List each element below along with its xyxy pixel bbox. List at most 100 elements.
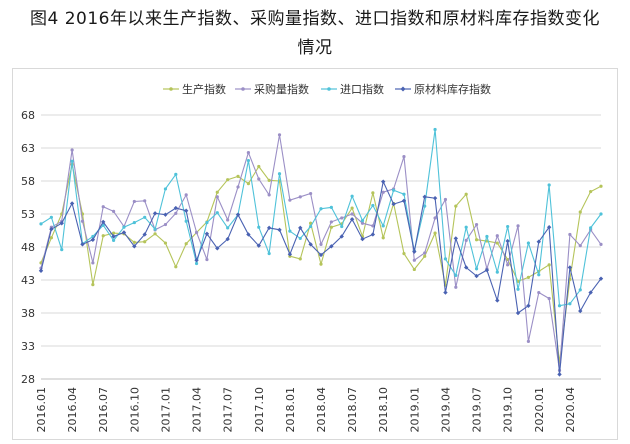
x-tick-label: 2018.10	[377, 387, 390, 433]
data-point	[80, 219, 85, 223]
data-point	[474, 222, 479, 227]
data-point	[132, 240, 136, 244]
data-point	[49, 215, 53, 219]
data-point	[194, 261, 199, 266]
data-point	[371, 203, 375, 208]
legend-item: 采购量指数	[235, 82, 309, 96]
data-point	[568, 232, 572, 237]
data-point	[464, 238, 468, 242]
data-point	[101, 205, 105, 209]
y-tick-label: 28	[21, 373, 35, 386]
data-point	[309, 191, 313, 196]
data-point	[38, 268, 44, 273]
data-point	[505, 238, 510, 244]
data-point	[59, 221, 64, 226]
data-point	[111, 238, 116, 242]
data-point	[298, 257, 302, 261]
data-point	[391, 201, 396, 207]
data-point	[402, 154, 406, 159]
data-point	[423, 251, 427, 255]
y-tick-label: 33	[21, 340, 35, 353]
data-point	[309, 224, 313, 229]
legend-label: 进口指数	[340, 82, 384, 96]
x-tick-label: 2019.04	[439, 387, 452, 433]
data-point	[546, 225, 552, 230]
y-tick-label: 43	[21, 274, 35, 287]
x-tick-label: 2017.10	[253, 387, 266, 433]
data-point	[69, 201, 75, 206]
x-tick-label: 2016.01	[35, 387, 48, 433]
data-point	[91, 261, 95, 265]
data-point	[423, 254, 427, 258]
data-point	[515, 310, 521, 316]
data-point	[163, 187, 168, 191]
data-point	[257, 177, 261, 181]
data-point	[454, 285, 458, 289]
data-point	[547, 296, 551, 301]
x-tick-label: 2020.01	[533, 387, 546, 433]
data-point	[267, 178, 271, 182]
x-tick-label: 2017.01	[159, 387, 172, 433]
data-point	[226, 218, 230, 222]
y-tick-label: 38	[21, 307, 35, 320]
data-point	[495, 298, 500, 303]
data-point	[246, 232, 251, 237]
data-point	[557, 304, 562, 308]
y-tick-label: 53	[21, 208, 35, 221]
series-1	[39, 162, 603, 365]
legend-item: 原材料库存指数	[395, 82, 491, 96]
x-tick-label: 2019.07	[471, 387, 484, 433]
data-point	[599, 212, 603, 216]
data-point	[194, 230, 199, 235]
data-point	[578, 288, 582, 292]
data-point	[173, 205, 179, 211]
data-point	[246, 151, 251, 155]
data-point	[215, 195, 219, 199]
data-point	[506, 224, 510, 229]
data-point	[267, 252, 271, 256]
chart-title-line-2: 情况	[297, 38, 333, 58]
data-point	[70, 159, 74, 163]
data-point	[567, 265, 573, 270]
data-point	[526, 303, 531, 308]
data-point	[184, 219, 188, 223]
data-point	[122, 225, 126, 229]
data-point	[516, 287, 520, 291]
data-point	[329, 205, 333, 209]
legend-marker	[241, 87, 245, 91]
data-point	[360, 221, 365, 225]
data-point	[70, 148, 74, 152]
data-point	[184, 242, 188, 246]
data-point	[215, 246, 220, 251]
data-point	[495, 241, 499, 245]
data-point	[101, 234, 105, 238]
x-tick-label: 2018.07	[346, 387, 359, 433]
data-point	[236, 185, 240, 189]
data-point	[537, 290, 541, 295]
data-point	[143, 215, 147, 219]
data-point	[454, 273, 458, 277]
data-point	[568, 302, 572, 306]
data-point	[391, 188, 396, 192]
data-point	[152, 211, 158, 216]
data-point	[174, 211, 178, 215]
x-tick-label: 2018.04	[315, 387, 328, 433]
data-point	[423, 204, 427, 208]
data-point	[547, 263, 551, 267]
data-point	[132, 199, 136, 204]
data-point	[402, 252, 406, 256]
y-tick-label: 48	[21, 241, 35, 254]
data-point	[432, 195, 438, 201]
data-point	[225, 236, 230, 242]
data-point	[256, 243, 261, 248]
data-point	[194, 258, 199, 263]
data-point	[215, 190, 219, 194]
data-point	[226, 178, 230, 182]
data-point	[412, 267, 416, 272]
data-point	[547, 183, 551, 187]
data-point	[433, 127, 437, 132]
data-point	[308, 242, 313, 247]
data-point	[132, 244, 137, 249]
line-chart: 生产指数 采购量指数 进口指数 原材料库存指数 283338434853586368 …	[21, 82, 604, 433]
series-3	[39, 127, 603, 308]
